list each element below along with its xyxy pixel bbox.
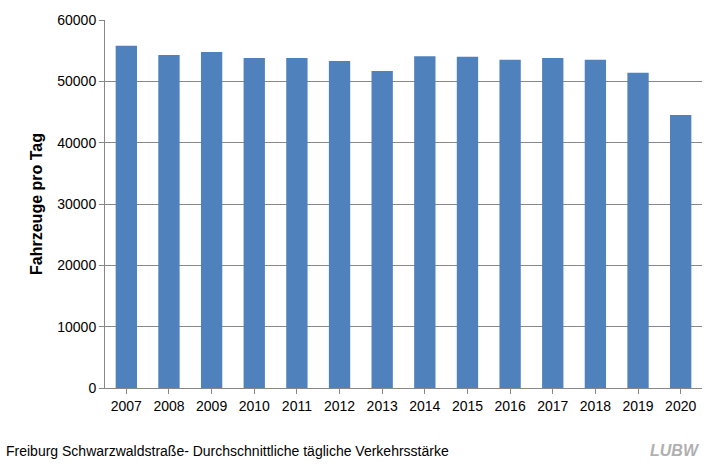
svg-text:2016: 2016: [495, 398, 526, 414]
svg-text:2012: 2012: [324, 398, 355, 414]
svg-text:2007: 2007: [111, 398, 142, 414]
svg-text:50000: 50000: [57, 73, 96, 89]
svg-text:2009: 2009: [196, 398, 227, 414]
svg-text:2014: 2014: [409, 398, 440, 414]
svg-text:30000: 30000: [57, 196, 96, 212]
svg-text:2019: 2019: [622, 398, 653, 414]
svg-text:10000: 10000: [57, 319, 96, 335]
svg-text:2010: 2010: [239, 398, 270, 414]
svg-text:2013: 2013: [367, 398, 398, 414]
svg-text:Fahrzeuge pro Tag: Fahrzeuge pro Tag: [28, 133, 45, 275]
svg-text:2020: 2020: [665, 398, 696, 414]
svg-text:2015: 2015: [452, 398, 483, 414]
svg-text:60000: 60000: [57, 12, 96, 28]
svg-text:2011: 2011: [282, 398, 312, 414]
svg-text:20000: 20000: [57, 257, 96, 273]
svg-text:40000: 40000: [57, 135, 96, 151]
svg-text:2008: 2008: [153, 398, 184, 414]
svg-text:LUBW: LUBW: [650, 442, 700, 459]
svg-text:Freiburg Schwarzwaldstraße- Du: Freiburg Schwarzwaldstraße- Durchschnitt…: [6, 443, 449, 459]
svg-text:2018: 2018: [580, 398, 611, 414]
svg-text:0: 0: [88, 380, 96, 396]
svg-text:2017: 2017: [537, 398, 568, 414]
